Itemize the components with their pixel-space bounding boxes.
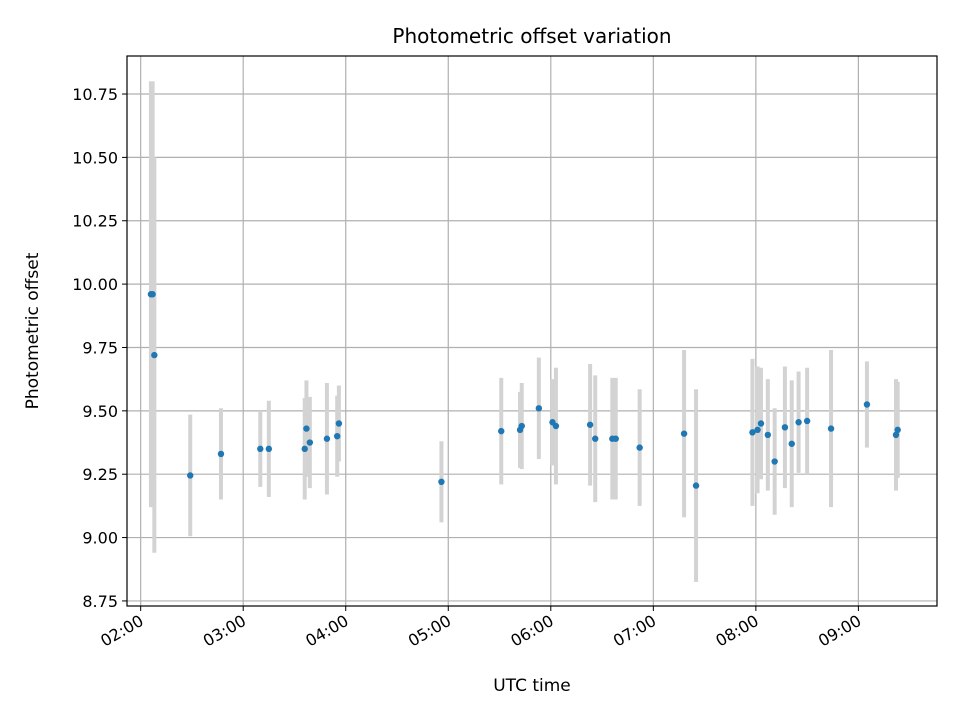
- data-point: [187, 472, 194, 479]
- y-axis-ticks: 8.75 9.00 9.25 9.50 9.75 10.00 10.25 10.50 10.75: [72, 85, 127, 611]
- data-point: [754, 426, 761, 434]
- data-point: [781, 424, 789, 431]
- y-axis-label: Photometric offset: [23, 252, 43, 409]
- y-tick-label: 9.00: [82, 529, 118, 548]
- data-point: [612, 435, 619, 442]
- data-point: [757, 420, 765, 427]
- y-tick-label: 8.75: [82, 592, 118, 611]
- data-point: [592, 435, 599, 442]
- data-points: [147, 291, 901, 489]
- data-point: [306, 439, 314, 446]
- data-point: [303, 425, 310, 432]
- data-point: [301, 445, 308, 453]
- data-point: [518, 422, 525, 430]
- y-tick-label: 10.00: [72, 275, 118, 294]
- data-point: [692, 482, 700, 489]
- data-point: [827, 425, 835, 432]
- x-gridlines: [140, 56, 859, 606]
- y-tick-label: 10.25: [72, 212, 118, 231]
- data-point: [749, 429, 756, 436]
- data-point: [894, 426, 901, 434]
- data-point: [892, 431, 900, 439]
- data-point: [498, 427, 505, 435]
- data-point: [795, 419, 802, 426]
- data-point: [764, 431, 772, 439]
- data-point: [771, 458, 778, 465]
- data-point: [149, 291, 156, 298]
- y-tick-label: 10.50: [72, 148, 118, 167]
- data-point: [863, 401, 871, 408]
- plot-frame: [126, 55, 938, 607]
- data-point: [151, 351, 158, 359]
- data-point: [586, 421, 594, 428]
- data-point: [438, 478, 445, 486]
- data-point: [323, 435, 331, 442]
- data-point: [265, 445, 273, 453]
- data-point: [335, 420, 343, 427]
- data-point: [333, 432, 341, 440]
- chart-title: Photometric offset variation: [392, 24, 671, 48]
- y-tick-label: 9.50: [82, 402, 118, 421]
- data-point: [552, 422, 560, 430]
- data-point: [680, 430, 688, 437]
- y-tick-label: 9.75: [82, 338, 118, 357]
- data-point: [636, 444, 643, 451]
- y-tick-label: 10.75: [72, 85, 118, 104]
- data-point: [535, 405, 543, 412]
- data-point: [803, 417, 811, 425]
- data-point: [257, 445, 264, 453]
- x-axis-label: UTC time: [493, 676, 571, 696]
- data-point: [217, 450, 225, 458]
- data-point: [788, 440, 795, 447]
- y-tick-label: 9.25: [82, 465, 118, 484]
